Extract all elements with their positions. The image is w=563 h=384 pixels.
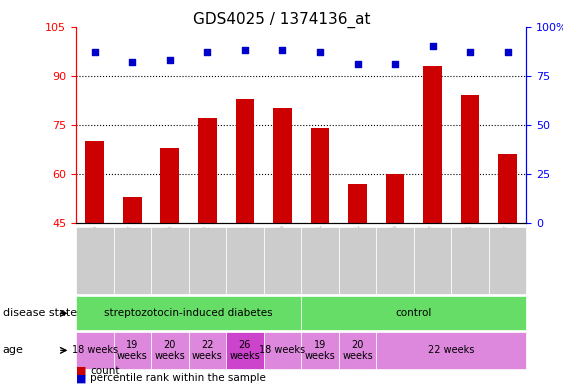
Text: 19
weeks: 19 weeks [305,339,336,361]
Text: 22 weeks: 22 weeks [428,345,475,356]
Text: 20
weeks: 20 weeks [154,339,185,361]
Point [353,61,362,67]
Point [278,47,287,53]
Point [240,47,249,53]
Text: 22
weeks: 22 weeks [192,339,223,361]
Point [428,43,437,50]
Bar [86,141,104,369]
Point [203,49,212,55]
Text: count: count [90,366,119,376]
Bar [311,128,329,369]
Bar [423,66,442,369]
Point [503,49,512,55]
Bar [348,184,367,369]
Bar [198,118,217,369]
Bar [386,174,404,369]
Bar [273,109,292,369]
Text: 18 weeks: 18 weeks [72,345,118,356]
Text: control: control [396,308,432,318]
Text: 18 weeks: 18 weeks [260,345,306,356]
Text: 20
weeks: 20 weeks [342,339,373,361]
Point [90,49,99,55]
Bar [498,154,517,369]
Text: 19
weeks: 19 weeks [117,339,148,361]
Text: ■: ■ [76,373,87,383]
Point [166,57,175,63]
Text: streptozotocin-induced diabetes: streptozotocin-induced diabetes [104,308,273,318]
Bar [160,148,179,369]
Point [128,59,137,65]
Bar [461,95,480,369]
Point [391,61,400,67]
Point [315,49,324,55]
Text: ■: ■ [76,366,87,376]
Bar [235,99,254,369]
Bar [123,197,142,369]
Text: disease state: disease state [3,308,77,318]
Text: percentile rank within the sample: percentile rank within the sample [90,373,266,383]
Text: 26
weeks: 26 weeks [230,339,260,361]
Point [466,49,475,55]
Text: GDS4025 / 1374136_at: GDS4025 / 1374136_at [193,12,370,28]
Text: age: age [3,345,24,356]
